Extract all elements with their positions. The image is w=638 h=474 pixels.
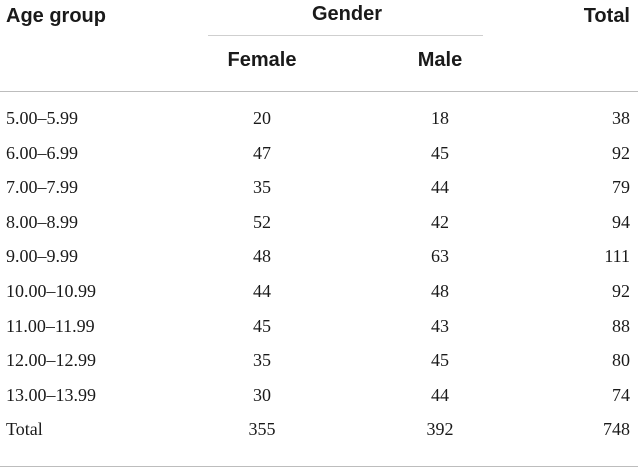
table-row: 7.00–7.99 35 44 79 [0, 176, 638, 211]
header-age-group: Age group [6, 5, 106, 27]
cell-female: 35 [253, 177, 271, 198]
cell-male: 44 [431, 384, 449, 405]
cell-total: 111 [604, 246, 630, 267]
header-gender: Gender [311, 3, 383, 25]
cell-total: 88 [612, 315, 630, 336]
cell-male: 44 [431, 177, 449, 198]
table-body: 5.00–5.99 20 18 38 6.00–6.99 47 45 92 7.… [0, 107, 638, 453]
cell-age: 10.00–10.99 [6, 280, 96, 301]
header-total: Total [583, 5, 630, 27]
header-rule [0, 91, 638, 92]
cell-male: 45 [431, 142, 449, 163]
cell-female: 20 [253, 108, 271, 128]
cell-male: 63 [431, 246, 449, 267]
table-row: 13.00–13.99 30 44 74 [0, 384, 638, 419]
table-row: 12.00–12.99 35 45 80 [0, 349, 638, 384]
cell-female: 47 [253, 142, 271, 163]
cell-female: 30 [253, 384, 271, 405]
header-female: Female [227, 49, 297, 71]
cell-total: 80 [612, 350, 630, 371]
table-row: 6.00–6.99 47 45 92 [0, 142, 638, 177]
cell-age: 9.00–9.99 [6, 246, 78, 267]
cell-male: 18 [431, 108, 449, 128]
cell-male: 392 [426, 419, 454, 440]
cell-age: 12.00–12.99 [6, 350, 96, 371]
cell-age: 13.00–13.99 [6, 384, 96, 405]
cell-age: 6.00–6.99 [6, 142, 78, 163]
bottom-rule [0, 466, 638, 467]
cell-male: 42 [431, 211, 449, 232]
cell-total: 92 [612, 280, 630, 301]
table-row: 8.00–8.99 52 42 94 [0, 211, 638, 246]
cell-female: 52 [253, 211, 271, 232]
cell-total: 92 [612, 142, 630, 163]
cell-total: 38 [612, 108, 630, 128]
table-row: 10.00–10.99 44 48 92 [0, 280, 638, 315]
cell-male: 43 [431, 315, 449, 336]
cell-female: 355 [248, 419, 276, 440]
cell-age: 5.00–5.99 [6, 108, 78, 128]
cell-total: 748 [603, 419, 630, 440]
cell-female: 45 [253, 315, 271, 336]
cell-total: 79 [612, 177, 630, 198]
table-row: 11.00–11.99 45 43 88 [0, 315, 638, 350]
table-row: 9.00–9.99 48 63 111 [0, 245, 638, 280]
cell-male: 45 [431, 350, 449, 371]
cell-total: 94 [612, 211, 630, 232]
cell-female: 48 [253, 246, 271, 267]
cell-age: 8.00–8.99 [6, 211, 78, 232]
cell-age: Total [6, 419, 43, 440]
table-row-total: Total 355 392 748 [0, 418, 638, 453]
cell-age: 7.00–7.99 [6, 177, 78, 198]
header-male: Male [417, 49, 463, 71]
cell-age: 11.00–11.99 [6, 315, 95, 336]
cell-total: 74 [612, 384, 630, 405]
table-row: 5.00–5.99 20 18 38 [0, 107, 638, 142]
gender-rule [208, 35, 483, 36]
cell-female: 35 [253, 350, 271, 371]
cell-female: 44 [253, 280, 271, 301]
cell-male: 48 [431, 280, 449, 301]
